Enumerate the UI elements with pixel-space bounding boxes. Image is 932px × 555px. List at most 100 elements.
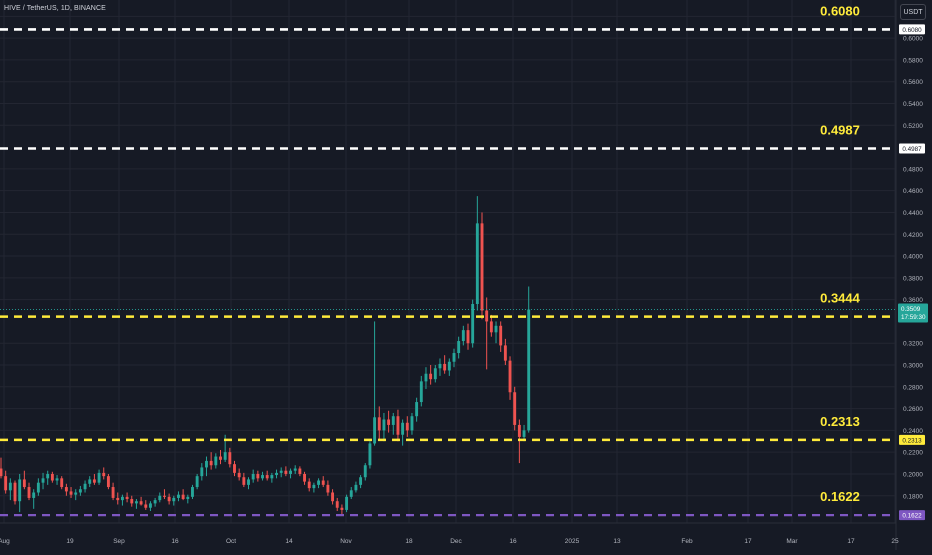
candle-body bbox=[74, 492, 78, 495]
candle bbox=[41, 472, 45, 490]
candle bbox=[106, 473, 110, 490]
candle-body bbox=[382, 419, 386, 431]
y-tick-label: 0.3800 bbox=[903, 275, 923, 282]
x-tick-label: Feb bbox=[681, 538, 693, 545]
candle-body bbox=[55, 478, 59, 481]
candle bbox=[60, 476, 64, 490]
candle-body bbox=[447, 361, 451, 371]
candle-body bbox=[50, 473, 54, 481]
level-price-label-bg bbox=[899, 510, 925, 521]
candle-body bbox=[251, 473, 255, 480]
candle bbox=[191, 484, 194, 500]
candle bbox=[36, 478, 40, 496]
candle-body bbox=[363, 465, 367, 478]
candle bbox=[368, 441, 372, 469]
candle bbox=[382, 412, 386, 442]
candle bbox=[4, 470, 8, 494]
candle-body bbox=[480, 223, 484, 311]
candle bbox=[55, 475, 59, 485]
candle-body bbox=[368, 443, 372, 466]
y-tick-label: 0.5600 bbox=[903, 79, 923, 86]
candle-body bbox=[293, 468, 297, 471]
candle-body bbox=[401, 422, 405, 435]
candle bbox=[8, 478, 12, 501]
candle-body bbox=[172, 497, 176, 502]
candle-body bbox=[64, 487, 68, 492]
candle bbox=[480, 212, 484, 320]
candle-body bbox=[256, 473, 260, 479]
candle bbox=[438, 358, 442, 376]
candle bbox=[167, 493, 171, 505]
candle-body bbox=[377, 417, 381, 431]
level-annotation: 0.4987 bbox=[820, 123, 860, 138]
candle-body bbox=[438, 363, 442, 369]
x-tick-label: 2025 bbox=[565, 538, 580, 545]
candle bbox=[83, 480, 87, 493]
y-tick-label: 0.4800 bbox=[903, 166, 923, 173]
candle bbox=[214, 453, 218, 469]
x-tick-label: 17 bbox=[847, 538, 855, 545]
candle-body bbox=[303, 473, 306, 482]
candle-body bbox=[275, 472, 278, 476]
candle-body bbox=[69, 491, 73, 495]
candle bbox=[13, 480, 17, 505]
candle-body bbox=[489, 321, 493, 333]
candle-body bbox=[307, 481, 311, 489]
x-tick-label: 13 bbox=[613, 538, 621, 545]
time-axis[interactable]: Aug 19 Sep 16 Oct 14 Nov 18 Dec 16 2025 13 Feb 17 Mar 1… bbox=[0, 522, 899, 545]
candle bbox=[457, 336, 461, 359]
candle-body bbox=[153, 500, 157, 504]
level-annotation: 0.1622 bbox=[820, 489, 860, 504]
y-tick-label: 0.4200 bbox=[903, 232, 923, 239]
candle bbox=[74, 489, 78, 501]
candle bbox=[279, 467, 283, 478]
candle bbox=[363, 463, 367, 481]
candle bbox=[256, 470, 260, 482]
candle-body bbox=[130, 499, 134, 504]
candle-body bbox=[78, 489, 82, 493]
price-axis-bg bbox=[896, 0, 932, 550]
level-annotation: 0.2313 bbox=[820, 414, 860, 429]
currency-button[interactable]: USDT bbox=[900, 4, 926, 20]
candle-body bbox=[237, 472, 241, 478]
candle-body bbox=[513, 392, 517, 425]
candle bbox=[433, 365, 437, 383]
x-tick-label: 19 bbox=[66, 538, 74, 545]
candle-body bbox=[499, 325, 503, 346]
candle-body bbox=[106, 476, 110, 488]
candle bbox=[424, 367, 428, 389]
candle-body bbox=[181, 494, 185, 500]
candle-body bbox=[214, 456, 218, 466]
candle bbox=[251, 469, 255, 483]
candle-body bbox=[410, 416, 414, 431]
symbol-title[interactable]: HIVE / TetherUS, 1D, BINANCE bbox=[4, 5, 106, 12]
candle-body bbox=[195, 476, 199, 488]
current-price-label: 0.3509 bbox=[901, 306, 921, 313]
candle bbox=[18, 473, 22, 513]
candle bbox=[88, 476, 92, 488]
candle bbox=[391, 412, 395, 435]
candle-body bbox=[36, 482, 40, 493]
candle-body bbox=[452, 353, 456, 362]
countdown-label: 17:59:30 bbox=[901, 314, 926, 321]
candle bbox=[153, 497, 157, 507]
candle-body bbox=[265, 475, 269, 479]
candle-body bbox=[326, 484, 330, 493]
candle-body bbox=[373, 417, 377, 444]
candle bbox=[405, 416, 409, 437]
candle-body bbox=[205, 460, 208, 468]
candle-body bbox=[111, 487, 115, 498]
candle-body bbox=[527, 309, 531, 431]
candle-body bbox=[317, 480, 321, 485]
price-levels: 0.6080 0.4987 0.3444 0.2313 0.1622 bbox=[0, 3, 896, 517]
candle bbox=[111, 482, 115, 501]
candle bbox=[32, 489, 36, 509]
candle bbox=[209, 452, 213, 470]
x-tick-label: 25 bbox=[891, 538, 899, 545]
x-tick-label: Nov bbox=[340, 538, 352, 545]
y-tick-label: 0.3200 bbox=[903, 341, 923, 348]
price-axis[interactable]: 0.62000.60000.58000.56000.54000.52000.48… bbox=[895, 0, 932, 550]
candle-body bbox=[88, 479, 92, 484]
